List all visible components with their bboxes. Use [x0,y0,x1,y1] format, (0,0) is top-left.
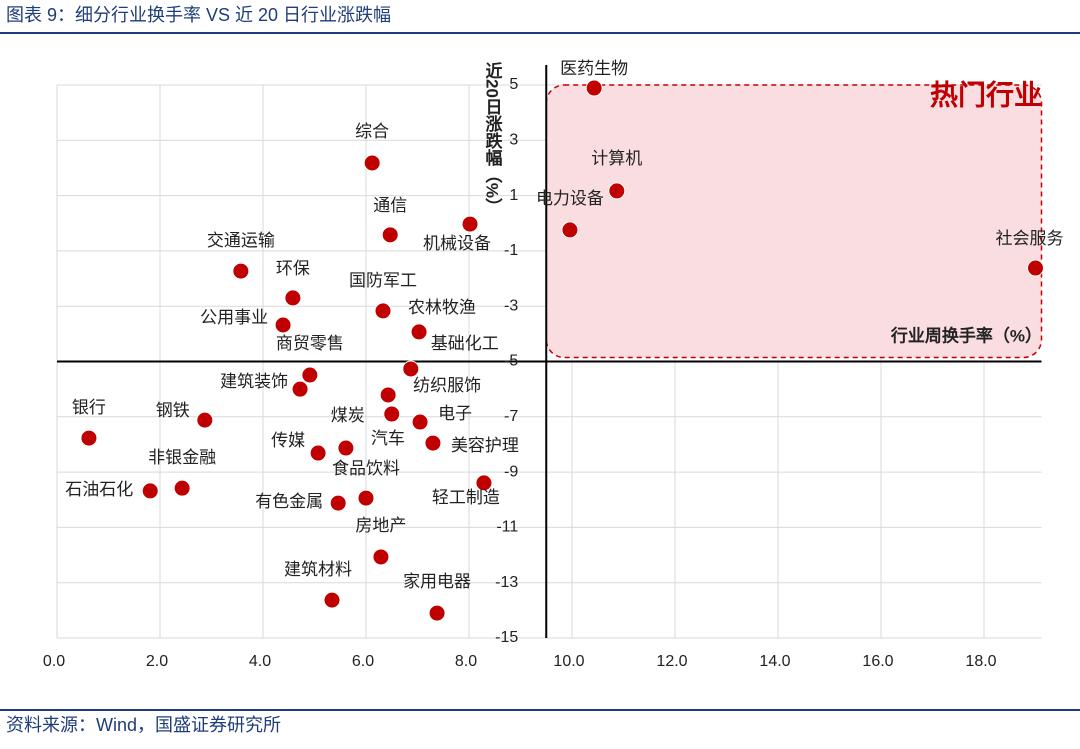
point [196,411,214,429]
point-label: 机械设备 [423,234,491,253]
y-tick-label: -5 [504,353,518,370]
point [232,262,250,280]
x-axis-title: 行业周换手率（%） [890,325,1042,345]
point [424,434,442,452]
x-tick-label: 14.0 [759,653,790,670]
y-tick-label: -13 [495,574,518,591]
point [461,215,479,233]
point [379,386,397,404]
point [383,405,401,423]
point [301,366,319,384]
point-label: 综合 [355,122,389,141]
point-label: 家用电器 [403,572,471,591]
x-tick-label: 2.0 [146,653,168,670]
point-label: 石油石化 [65,480,133,499]
point [329,494,347,512]
point-label: 有色金属 [255,492,323,511]
source: 资料来源：Wind，国盛证券研究所 [6,715,281,735]
point-label: 汽车 [371,429,405,448]
point-label: 银行 [72,398,106,417]
x-tick-label: 8.0 [455,653,477,670]
plot: 热门行业 0.0 2.0 4.0 6.0 8.0 10.0 12.0 14.0 16.0 18.0 5… [43,59,1064,670]
point-label: 社会服务 [996,229,1064,248]
point [141,482,159,500]
hot-zone [545,84,1043,359]
point-label: 商贸零售 [276,334,344,353]
point [80,429,98,447]
y-tick-label: -7 [504,408,518,425]
point-label: 食品饮料 [332,459,400,478]
x-tick-label: 4.0 [249,653,271,670]
point-label: 建筑材料 [284,560,352,579]
y-tick-label: -9 [504,463,518,480]
x-tick-label: 18.0 [965,653,996,670]
point-label: 纺织服饰 [413,376,481,395]
point-label: 建筑装饰 [220,372,288,391]
point-label: 环保 [276,259,310,278]
x-tick-label: 6.0 [352,653,374,670]
point [561,221,579,239]
point-label: 房地产 [355,516,406,535]
point-label: 国防军工 [349,271,417,290]
point-label: 基础化工 [431,334,499,353]
point-label: 美容护理 [451,436,519,455]
point-label: 煤炭 [331,406,365,425]
y-tick-label: 3 [509,132,518,149]
x-tick-label: 10.0 [553,653,584,670]
point-label: 农林牧渔 [408,298,476,317]
point [372,548,390,566]
point-label: 交通运输 [207,231,275,250]
point-label: 轻工制造 [432,488,500,507]
point [475,474,493,492]
point [357,489,375,507]
point [309,444,327,462]
annotation: 热门行业 [930,78,1042,111]
point [323,591,341,609]
point-label: 非银金融 [148,448,216,467]
y-tick-label: 1 [509,187,518,204]
point [411,413,429,431]
point-label: 计算机 [591,149,642,168]
point-label: 电力设备 [536,189,604,208]
point-label: 钢铁 [156,401,190,420]
point [585,79,603,97]
point [173,479,191,497]
y-tick-label: -15 [495,629,518,646]
point [608,182,626,200]
y-tick-label: -3 [504,297,518,314]
x-tick-label: 0.0 [43,653,65,670]
point-label: 公用事业 [200,308,268,327]
point-label: 传媒 [271,431,305,450]
point-label: 通信 [373,196,407,215]
point-label: 医药生物 [560,59,628,78]
y-tick-label: 5 [509,76,518,93]
point [374,302,392,320]
point [291,380,309,398]
point [337,439,355,457]
point [1027,259,1044,277]
y-axis-title: 近20日涨跌幅（%） [483,61,503,215]
x-tick-label: 12.0 [656,653,687,670]
point [363,154,381,172]
y-tick-label: -11 [496,519,518,536]
point [381,226,399,244]
point [428,604,446,622]
x-tick-label: 16.0 [862,653,893,670]
point [284,289,302,307]
point [410,323,428,341]
y-tick-label: -1 [504,242,518,259]
point [274,316,292,334]
chart-title: 图表 9：细分行业换手率 VS 近 20 日行业涨跌幅 [6,5,391,25]
point-label: 电子 [438,404,472,423]
point [402,360,420,378]
